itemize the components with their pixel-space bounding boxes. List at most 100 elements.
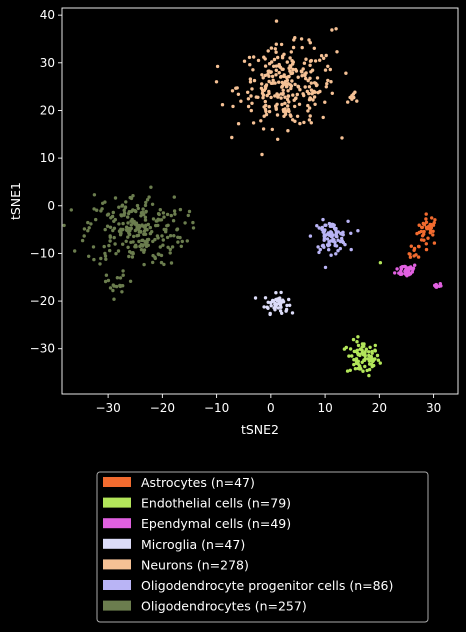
data-point bbox=[246, 104, 251, 109]
data-point bbox=[417, 230, 421, 235]
data-point bbox=[162, 215, 166, 219]
data-point bbox=[286, 129, 290, 133]
data-point bbox=[324, 85, 328, 89]
data-point bbox=[114, 252, 118, 256]
data-point bbox=[168, 234, 173, 238]
data-point bbox=[86, 229, 90, 233]
data-point bbox=[344, 71, 348, 75]
data-point bbox=[153, 256, 157, 261]
data-point bbox=[288, 69, 292, 73]
data-point bbox=[253, 296, 258, 300]
data-point bbox=[267, 91, 271, 96]
data-point bbox=[107, 243, 111, 248]
data-point bbox=[288, 64, 292, 68]
data-point bbox=[348, 347, 353, 351]
data-point bbox=[169, 261, 174, 265]
data-point bbox=[144, 209, 148, 214]
data-point bbox=[137, 239, 141, 244]
data-point bbox=[308, 114, 312, 118]
data-point bbox=[346, 219, 350, 223]
data-point bbox=[325, 243, 330, 247]
data-point bbox=[300, 45, 304, 50]
data-point bbox=[287, 297, 291, 302]
data-point bbox=[413, 263, 417, 267]
data-point bbox=[306, 109, 310, 113]
data-point bbox=[260, 82, 264, 86]
data-point bbox=[426, 236, 430, 240]
data-point bbox=[336, 238, 340, 242]
data-point bbox=[284, 309, 288, 313]
data-point bbox=[398, 272, 403, 276]
data-point bbox=[279, 96, 283, 100]
data-point bbox=[277, 71, 281, 75]
data-point bbox=[359, 367, 363, 371]
data-point bbox=[87, 226, 91, 230]
legend-label: Ependymal cells (n=49) bbox=[141, 516, 291, 531]
data-point bbox=[129, 209, 134, 214]
y-tick-label: −10 bbox=[30, 246, 55, 260]
data-point bbox=[140, 223, 144, 227]
data-point bbox=[185, 239, 189, 243]
data-point bbox=[121, 269, 125, 273]
data-point bbox=[349, 247, 353, 252]
data-point bbox=[308, 41, 312, 45]
data-point bbox=[276, 93, 281, 98]
data-point bbox=[270, 74, 275, 79]
data-point bbox=[103, 279, 108, 284]
y-tick-label: 40 bbox=[40, 8, 55, 22]
data-point bbox=[363, 357, 367, 361]
data-point bbox=[82, 227, 87, 231]
data-point bbox=[277, 64, 282, 69]
legend-label: Neurons (n=278) bbox=[141, 557, 249, 572]
data-point bbox=[376, 358, 381, 362]
data-point bbox=[137, 230, 141, 234]
data-point bbox=[317, 250, 321, 255]
data-point bbox=[260, 91, 265, 96]
data-point bbox=[94, 217, 98, 222]
data-point bbox=[132, 219, 136, 224]
data-point bbox=[113, 196, 118, 200]
data-point bbox=[363, 364, 367, 369]
data-point bbox=[98, 262, 102, 266]
data-point bbox=[176, 240, 180, 244]
data-point bbox=[304, 76, 308, 81]
data-point bbox=[424, 212, 428, 216]
data-point bbox=[420, 225, 424, 229]
data-point bbox=[124, 239, 128, 243]
data-point bbox=[378, 361, 382, 365]
data-point bbox=[323, 265, 328, 270]
data-point bbox=[173, 212, 177, 216]
data-point bbox=[294, 96, 298, 101]
data-point bbox=[393, 271, 397, 275]
data-point bbox=[422, 229, 426, 234]
data-point bbox=[341, 233, 345, 237]
data-point bbox=[431, 229, 435, 233]
data-point bbox=[345, 369, 350, 373]
data-point bbox=[325, 82, 329, 86]
data-point bbox=[291, 93, 295, 97]
legend-label: Oligodendrocytes (n=257) bbox=[141, 599, 307, 614]
data-point bbox=[256, 95, 260, 100]
data-point bbox=[327, 233, 332, 237]
data-point bbox=[404, 272, 408, 276]
data-point bbox=[112, 219, 116, 223]
data-point bbox=[326, 64, 330, 69]
data-point bbox=[297, 102, 302, 107]
data-point bbox=[288, 303, 292, 307]
data-point bbox=[122, 208, 126, 213]
data-point bbox=[139, 214, 143, 218]
data-point bbox=[322, 56, 326, 60]
data-point bbox=[274, 19, 279, 23]
data-point bbox=[168, 247, 172, 252]
x-tick-label: −20 bbox=[150, 401, 175, 415]
data-point bbox=[261, 127, 266, 131]
data-point bbox=[263, 107, 268, 112]
data-point bbox=[248, 62, 252, 67]
data-point bbox=[112, 284, 116, 288]
data-point bbox=[350, 97, 354, 101]
data-point bbox=[270, 60, 274, 64]
data-point bbox=[108, 235, 113, 239]
data-point bbox=[288, 56, 292, 60]
data-point bbox=[293, 104, 297, 109]
data-point bbox=[295, 92, 299, 97]
